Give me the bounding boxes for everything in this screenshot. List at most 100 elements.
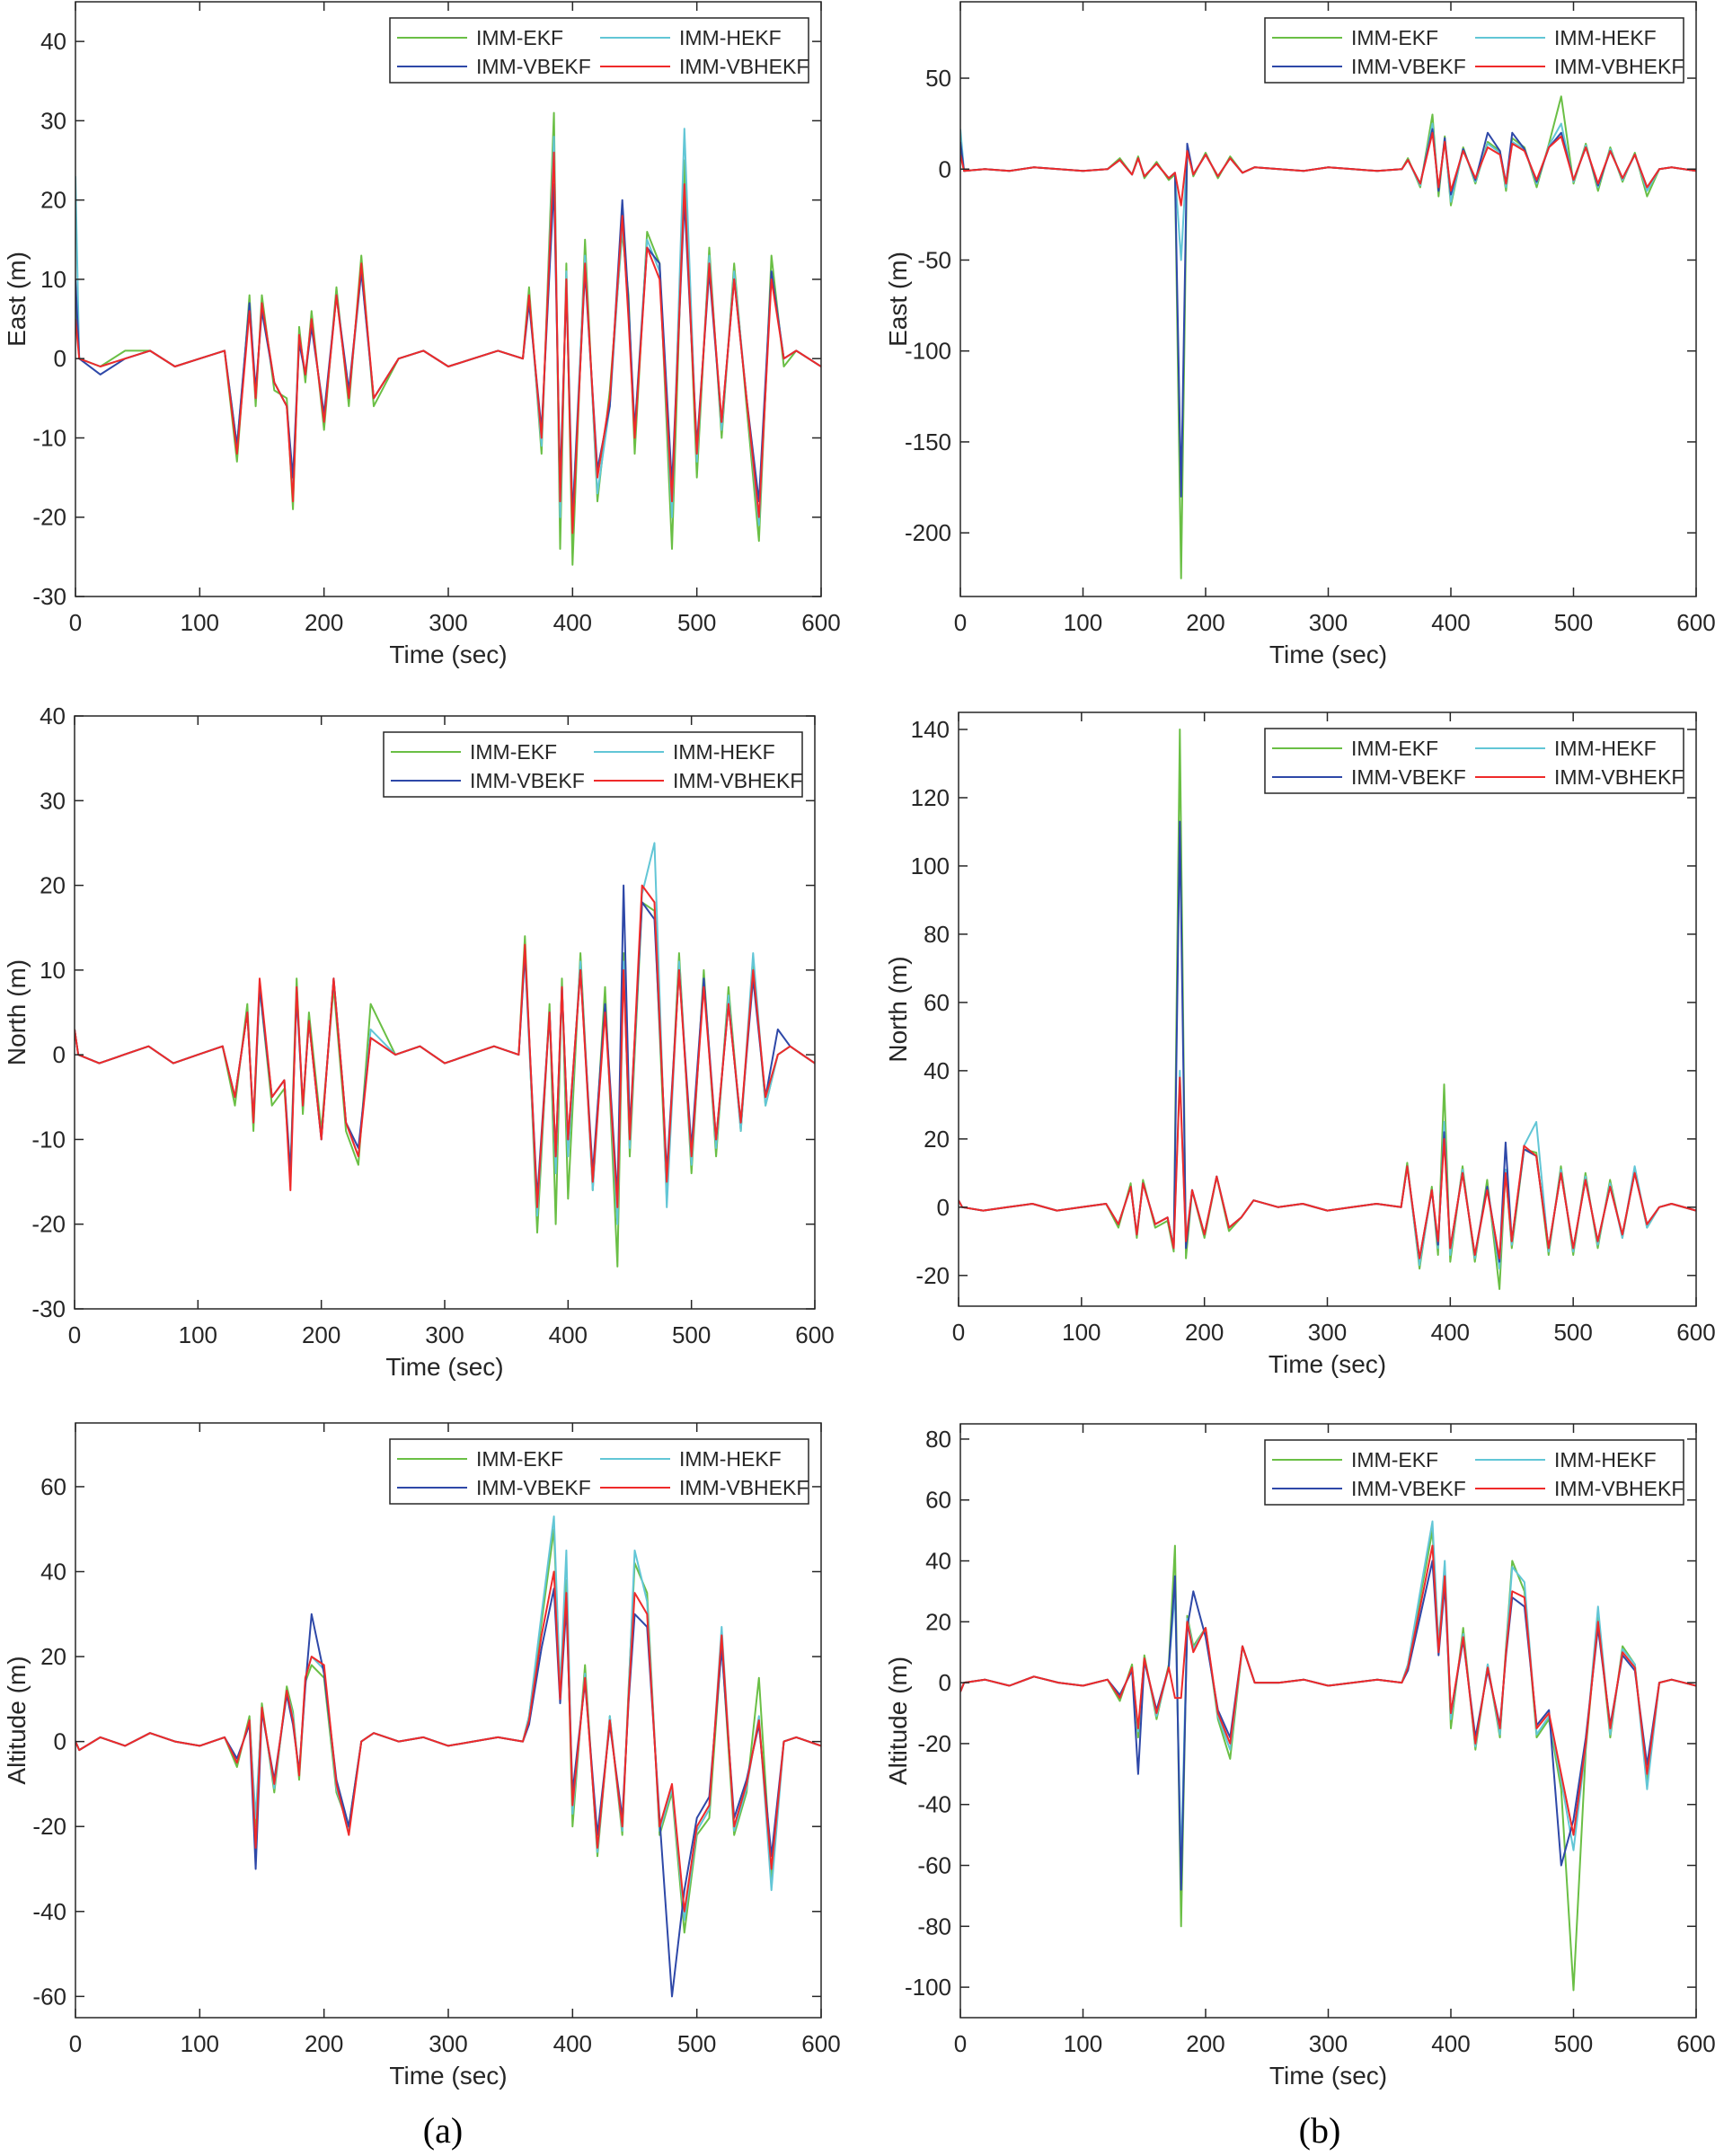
y-tick-label: 40 <box>40 28 66 55</box>
legend-label-imm-ekf: IMM-EKF <box>1351 1448 1438 1471</box>
legend-label-imm-ekf: IMM-EKF <box>476 1447 563 1471</box>
x-tick-label: 400 <box>553 2030 592 2057</box>
legend-label-imm-hekf: IMM-HEKF <box>1554 737 1657 760</box>
axes-box <box>75 1 822 597</box>
series-line-imm-hekf <box>960 1520 1696 1867</box>
panel-label-a: (a) <box>423 2110 463 2151</box>
x-tick-label: 100 <box>181 609 219 636</box>
y-tick-label: -20 <box>32 504 66 531</box>
y-axis-label: East (m) <box>3 252 31 347</box>
chart-a-east: 0 100 200 300 400 500 600 -30 -20 -10 0 10 20 30 40 Tim… <box>3 1 841 668</box>
legend: IMM-EKF IMM-HEKF IMM-VBEKF IMM-VBHEKF <box>1264 728 1684 794</box>
legend-label-imm-hekf: IMM-HEKF <box>1554 26 1657 49</box>
y-tick-label: 0 <box>54 345 66 372</box>
y-tick-label: 0 <box>937 1194 950 1221</box>
legend-label-imm-hekf: IMM-HEKF <box>1554 1448 1657 1471</box>
axes-box <box>959 1423 1697 2019</box>
x-tick-label: 0 <box>952 1319 965 1346</box>
y-tick-label: 80 <box>925 1426 951 1453</box>
legend-label-imm-vbhekf: IMM-VBHEKF <box>1554 765 1684 789</box>
legend-label-imm-vbhekf: IMM-VBHEKF <box>673 769 802 792</box>
y-tick-label: 0 <box>54 1728 66 1755</box>
chart-a-altitude: 0 100 200 300 400 500 600 -60 -40 -20 0 20 40 60 Time … <box>3 1422 841 2090</box>
series-line-imm-vbhekf <box>75 884 815 1208</box>
x-tick-label: 300 <box>425 1321 464 1348</box>
y-tick-label: 120 <box>911 784 950 811</box>
chart-b-altitude: 0 100 200 300 400 500 600 -100 -80 -60 -40 -20 0 20 40… <box>884 1423 1715 2090</box>
series-line-imm-hekf <box>75 128 821 526</box>
legend-label-imm-vbhekf: IMM-VBHEKF <box>1554 55 1684 78</box>
y-tick-label: 0 <box>939 155 951 182</box>
series-line-imm-vbhekf <box>959 1076 1696 1259</box>
x-tick-label: 0 <box>69 2030 82 2057</box>
legend-box <box>1264 1439 1684 1506</box>
legend-label-imm-vbhekf: IMM-VBHEKF <box>1554 1477 1684 1500</box>
chart-b-east: 0 100 200 300 400 500 600 -200 -150 -100 -50 0 50 Tim… <box>884 1 1715 668</box>
x-tick-label: 0 <box>69 609 82 636</box>
axes-box <box>75 1422 822 2019</box>
y-tick-label: -20 <box>917 1730 951 1757</box>
y-tick-label: 20 <box>924 1126 950 1153</box>
legend-label-imm-ekf: IMM-EKF <box>1351 26 1438 49</box>
series-line-imm-ekf <box>75 901 815 1268</box>
panel-label-b: (b) <box>1299 2110 1341 2151</box>
x-tick-label: 200 <box>1186 609 1224 636</box>
x-tick-label: 400 <box>1431 1319 1470 1346</box>
series-line-imm-vbekf <box>959 820 1696 1263</box>
legend-box <box>389 17 809 84</box>
legend-label-imm-hekf: IMM-HEKF <box>679 1447 782 1471</box>
legend-label-imm-vbekf: IMM-VBEKF <box>476 55 591 78</box>
x-tick-label: 300 <box>1308 1319 1347 1346</box>
series-line-imm-ekf <box>959 729 1696 1290</box>
y-tick-label: 60 <box>924 989 950 1016</box>
y-tick-label: 140 <box>911 716 950 743</box>
legend-box <box>389 1438 809 1505</box>
series-line-imm-vbhekf <box>960 1544 1696 1836</box>
series-line-imm-ekf <box>960 95 1696 579</box>
series-line-imm-vbekf <box>75 884 815 1200</box>
y-tick-label: 20 <box>40 1643 66 1670</box>
y-tick-label: 10 <box>40 266 66 293</box>
x-tick-label: 0 <box>954 2030 967 2057</box>
legend-label-imm-vbhekf: IMM-VBHEKF <box>679 1476 809 1499</box>
series-line-imm-vbekf <box>960 1560 1696 1891</box>
legend: IMM-EKF IMM-HEKF IMM-VBEKF IMM-VBHEKF <box>389 17 809 84</box>
y-tick-label: 50 <box>925 65 951 92</box>
y-tick-label: -60 <box>917 1852 951 1879</box>
legend-label-imm-hekf: IMM-HEKF <box>679 26 782 49</box>
legend-label-imm-vbhekf: IMM-VBHEKF <box>679 55 809 78</box>
y-tick-label: -20 <box>32 1813 66 1840</box>
y-tick-label: -30 <box>32 583 66 610</box>
series-line-imm-vbhekf <box>960 131 1696 207</box>
x-axis-label: Time (sec) <box>1269 2062 1387 2090</box>
axes-box <box>959 1 1697 597</box>
y-tick-label: 10 <box>40 957 66 984</box>
legend-box <box>1264 17 1684 84</box>
x-axis-label: Time (sec) <box>385 1353 503 1381</box>
y-tick-label: 40 <box>40 702 66 729</box>
series-line-imm-vbekf <box>75 1587 821 1998</box>
x-tick-label: 100 <box>1062 1319 1101 1346</box>
x-tick-label: 200 <box>1185 1319 1224 1346</box>
x-tick-label: 0 <box>68 1321 81 1348</box>
x-tick-label: 600 <box>801 609 840 636</box>
x-tick-label: 600 <box>1676 609 1715 636</box>
x-tick-label: 100 <box>1064 2030 1102 2057</box>
legend: IMM-EKF IMM-HEKF IMM-VBEKF IMM-VBHEKF <box>389 1438 809 1505</box>
x-tick-label: 300 <box>1309 609 1348 636</box>
y-tick-label: 20 <box>40 187 66 214</box>
legend-label-imm-ekf: IMM-EKF <box>1351 737 1438 760</box>
y-tick-label: -20 <box>31 1211 66 1238</box>
y-tick-label: -80 <box>917 1913 951 1940</box>
series-line-imm-hekf <box>959 1069 1696 1270</box>
chart-b-north: 0 100 200 300 400 500 600 -20 0 20 40 60 80 100 120 140… <box>884 711 1715 1378</box>
x-tick-label: 300 <box>429 2030 467 2057</box>
y-tick-label: -40 <box>32 1898 66 1925</box>
x-axis-label: Time (sec) <box>1269 1350 1386 1378</box>
x-tick-label: 100 <box>1064 609 1102 636</box>
y-tick-label: 20 <box>925 1608 951 1635</box>
legend: IMM-EKF IMM-HEKF IMM-VBEKF IMM-VBHEKF <box>383 731 803 798</box>
x-tick-label: 500 <box>1553 1319 1592 1346</box>
y-tick-label: 30 <box>40 787 66 814</box>
x-tick-label: 100 <box>179 1321 217 1348</box>
